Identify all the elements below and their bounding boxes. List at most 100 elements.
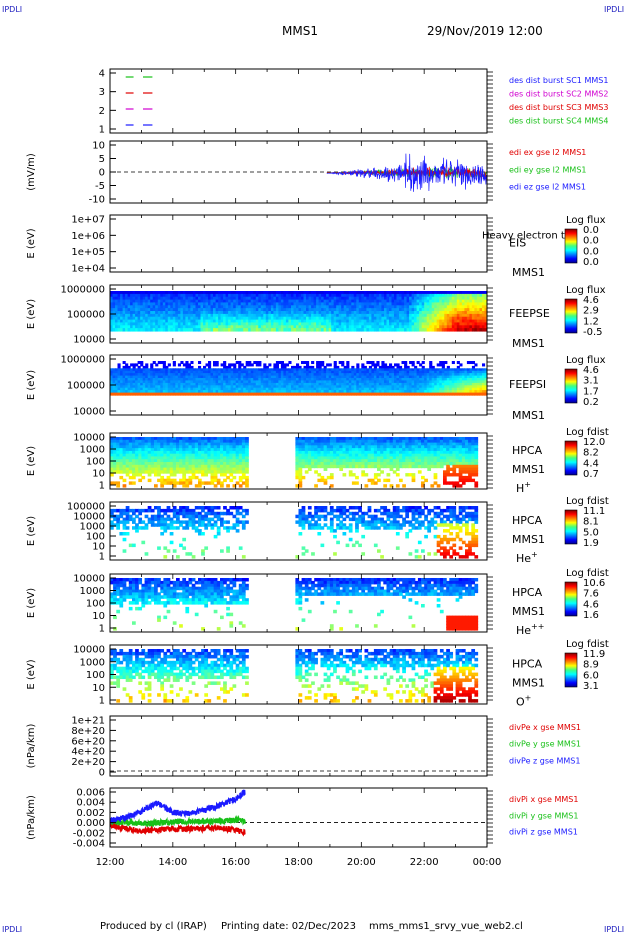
spectrogram-cell <box>394 390 398 394</box>
spectrogram-cell <box>389 302 393 306</box>
spectrogram-cell <box>401 299 405 304</box>
spectrogram-cell <box>394 291 398 295</box>
spectrogram-cell <box>406 380 410 384</box>
spectrogram-cell <box>220 387 224 391</box>
spectrogram-cell <box>454 325 458 329</box>
spectrogram-cell <box>401 385 405 389</box>
spectrogram-cell <box>391 370 395 374</box>
spectrogram-cell <box>263 325 267 329</box>
spectrogram-cell <box>160 442 165 446</box>
spectrogram-cell <box>384 375 388 379</box>
spectrogram-cell <box>328 385 332 389</box>
spectrogram-cell <box>333 361 337 365</box>
spectrogram-cell <box>409 302 413 306</box>
spectrogram-cell <box>255 325 259 329</box>
spectrogram-cell <box>190 373 194 377</box>
spectrogram-cell <box>119 467 124 471</box>
spectrogram-cell <box>303 365 307 369</box>
spectrogram-cell <box>263 378 267 382</box>
spectrogram-cell <box>110 453 114 458</box>
spectrogram-cell <box>464 382 468 386</box>
spectrogram-cell <box>471 373 476 377</box>
spectrogram-cell <box>165 319 169 324</box>
spectrogram-cell <box>373 375 378 379</box>
spectrogram-cell <box>194 442 199 446</box>
spectrogram-cell <box>155 311 159 315</box>
spectrogram-cell <box>444 316 448 321</box>
spectrogram-cell <box>150 373 154 377</box>
spectrogram-cell <box>326 305 330 309</box>
spectrogram-cell <box>235 378 239 382</box>
spectrogram-cell <box>308 319 312 324</box>
spectrogram-cell <box>311 296 315 301</box>
spectrogram-cell <box>142 392 146 396</box>
spectrogram-cell <box>213 478 218 483</box>
spectrogram-cell <box>389 328 393 332</box>
spectrogram-cell <box>226 442 230 446</box>
spectrogram-cell <box>308 385 312 389</box>
spectrogram-cell <box>117 325 121 329</box>
spectrogram-cell <box>250 299 254 304</box>
spectrogram-cell <box>117 378 121 382</box>
spacecraft-title: MMS1 <box>282 24 318 38</box>
spectrogram-cell <box>446 305 450 309</box>
spectrogram-cell <box>275 316 280 321</box>
spectrogram-cell <box>406 365 410 369</box>
spectrogram-cell <box>228 302 232 306</box>
spectrogram-cell <box>204 437 209 441</box>
spectrogram-cell <box>241 481 246 485</box>
spectrogram-cell <box>145 308 149 312</box>
spectrogram-cell <box>439 370 443 374</box>
spectrogram-cell <box>112 378 116 382</box>
spectrogram-cell <box>112 368 116 372</box>
spectrogram-cell <box>142 313 146 318</box>
spectrogram-cell <box>446 308 450 312</box>
spectrogram-cell <box>160 375 164 379</box>
spectrogram-cell <box>331 311 335 315</box>
spectrogram-cell <box>145 296 149 301</box>
spectrogram-cell <box>275 302 280 306</box>
spectrogram-cell <box>243 291 247 295</box>
spectrogram-cell <box>180 296 184 301</box>
spectrogram-cell <box>127 373 131 377</box>
spectrogram-cell <box>381 370 385 374</box>
spectrogram-cell <box>210 378 214 382</box>
spectrogram-cell <box>157 464 161 469</box>
spectrogram-cell <box>351 392 355 396</box>
spectrogram-cell <box>406 390 410 394</box>
spectrogram-cell <box>484 311 487 315</box>
spectrogram-cell <box>404 363 408 367</box>
spectrogram-cell <box>228 322 232 326</box>
spectrogram-cell <box>226 484 230 488</box>
spectrogram-cell <box>140 361 144 365</box>
spectrogram-cell <box>255 363 259 367</box>
spectrogram-cell <box>116 437 121 441</box>
spectrogram-cell <box>373 299 378 304</box>
spectrogram-cell <box>203 380 207 384</box>
spectrogram-cell <box>471 385 476 389</box>
spectrogram-cell <box>293 392 297 396</box>
spectrogram-cell <box>140 373 144 377</box>
spectrogram-cell <box>127 365 131 369</box>
spectrogram-cell <box>351 308 355 312</box>
spectrogram-cell <box>141 459 146 463</box>
spectrogram-cell <box>346 313 350 318</box>
spectrogram-cell <box>122 484 127 488</box>
spectrogram-cell <box>213 322 217 326</box>
spectrogram-cell <box>270 319 275 324</box>
spectrogram-cell <box>223 473 227 477</box>
spectrogram-cell <box>386 328 390 332</box>
spectrogram-cell <box>122 442 127 446</box>
spectrogram-cell <box>295 456 300 460</box>
spectrogram-cell <box>429 380 433 384</box>
spectrogram-cell <box>216 445 221 449</box>
spectrogram-cell <box>298 439 303 444</box>
spectrogram-cell <box>152 293 156 298</box>
spectrogram-cell <box>301 328 305 332</box>
spectrogram-cell <box>361 293 365 298</box>
spectrogram-cell <box>484 325 487 329</box>
spectrogram-cell <box>416 382 420 386</box>
spectrogram-cell <box>203 328 207 332</box>
spectrogram-cell <box>170 387 174 391</box>
spectrogram-cell <box>298 385 302 389</box>
